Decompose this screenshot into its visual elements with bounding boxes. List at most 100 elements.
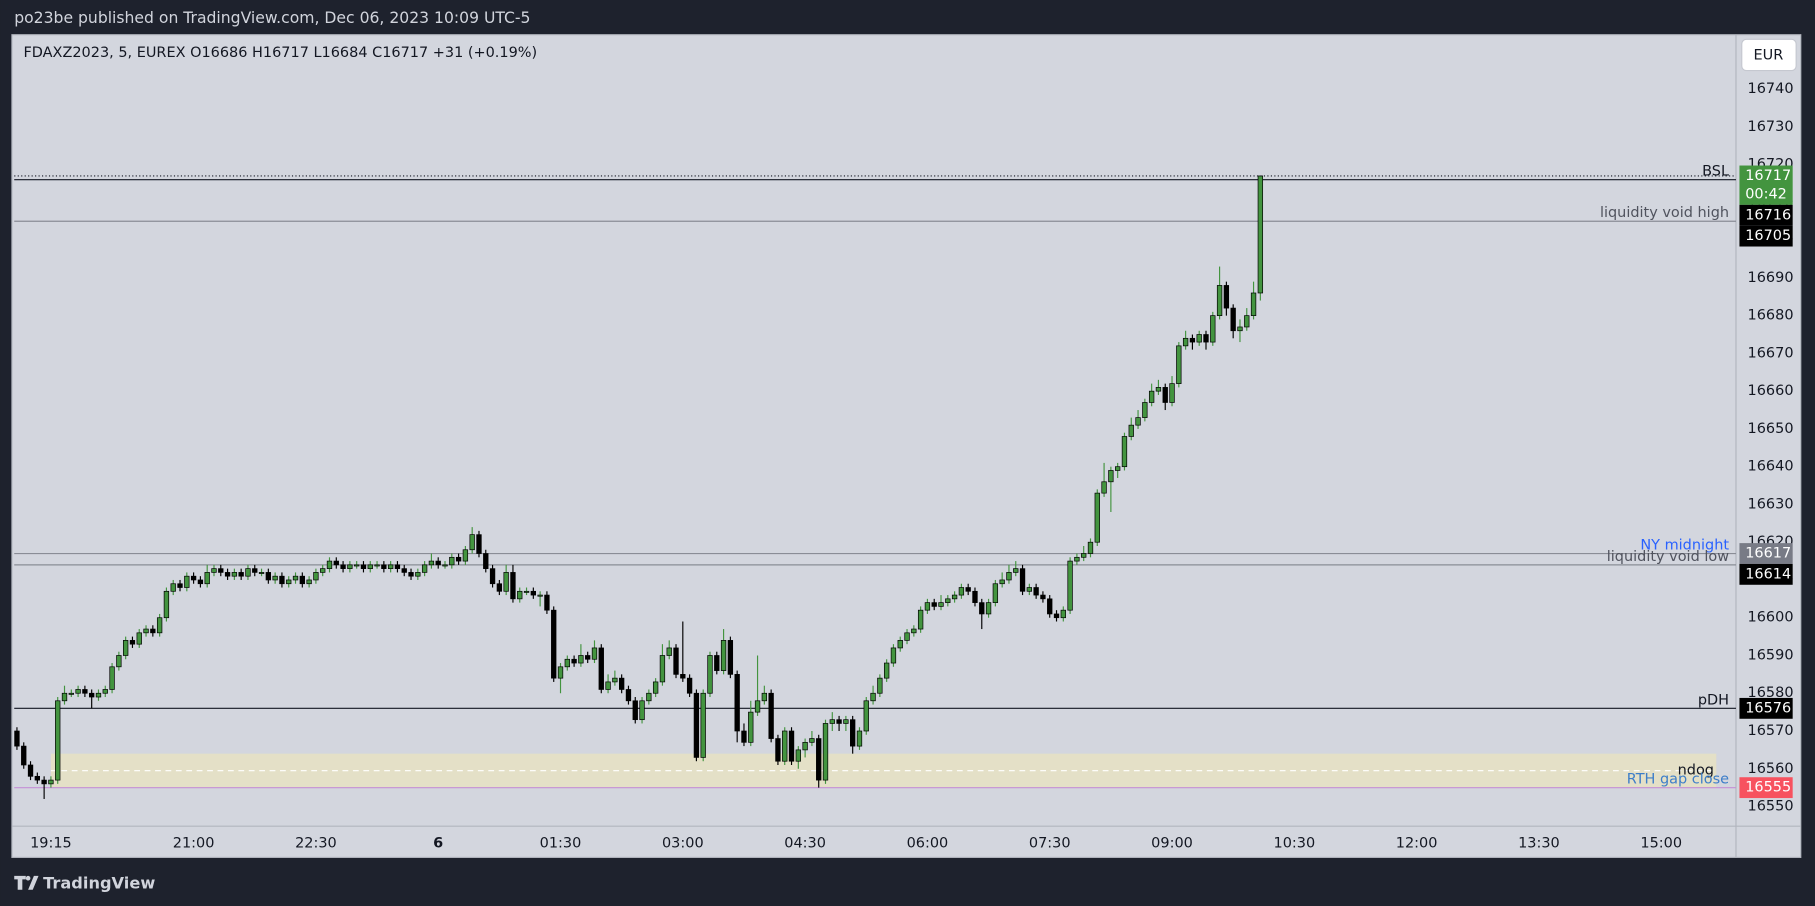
candle-body bbox=[1087, 541, 1094, 554]
y-tick-label: 16550 bbox=[1748, 799, 1794, 815]
candle-body bbox=[1216, 285, 1223, 316]
candle-body bbox=[1162, 387, 1168, 403]
candle-body bbox=[639, 700, 645, 721]
candle-body bbox=[1013, 568, 1019, 573]
candle-body bbox=[530, 590, 536, 596]
candle-body bbox=[177, 583, 183, 588]
candle-body bbox=[1101, 481, 1107, 494]
candle-body bbox=[415, 572, 421, 577]
candle-body bbox=[673, 647, 679, 675]
level-label: BSL bbox=[1702, 164, 1729, 180]
candle-body bbox=[680, 674, 686, 679]
candle-body bbox=[1135, 417, 1141, 426]
candle-body bbox=[306, 579, 312, 585]
candle-body bbox=[591, 647, 598, 660]
y-tick-label: 16680 bbox=[1748, 308, 1794, 324]
candle-body bbox=[122, 640, 129, 656]
candle-body bbox=[483, 553, 489, 569]
plot bbox=[14, 175, 1736, 799]
level-label: RTH gap close bbox=[1627, 772, 1729, 788]
currency[interactable]: EUR bbox=[1753, 48, 1783, 64]
candle-body bbox=[489, 568, 496, 585]
candle-body bbox=[1223, 285, 1230, 309]
candle-body bbox=[951, 594, 958, 600]
x-tick-label: 12:00 bbox=[1396, 836, 1438, 852]
candle-body bbox=[693, 692, 700, 758]
price-label-box bbox=[1739, 697, 1793, 719]
y-tick-label: 16630 bbox=[1748, 496, 1794, 512]
candle-body bbox=[48, 779, 54, 785]
candle-body bbox=[829, 719, 835, 724]
price-label-box bbox=[1739, 204, 1793, 226]
candle-body bbox=[1006, 572, 1012, 581]
candle-body bbox=[822, 723, 829, 781]
level-label: liquidity void high bbox=[1600, 205, 1729, 221]
candle-body bbox=[605, 681, 611, 690]
candle-body bbox=[877, 677, 883, 694]
logo bbox=[14, 875, 39, 890]
price-label-box bbox=[1739, 777, 1793, 799]
candle-body bbox=[449, 556, 455, 566]
candle-body bbox=[41, 779, 47, 785]
price-label: 16576 bbox=[1745, 700, 1791, 716]
candle-body bbox=[945, 598, 951, 603]
candle-body bbox=[455, 556, 462, 562]
candle-body bbox=[286, 579, 292, 585]
candle-body bbox=[883, 662, 890, 679]
y-tick-label: 16580 bbox=[1748, 685, 1794, 701]
candle-body bbox=[340, 564, 346, 569]
candle-body bbox=[979, 602, 985, 615]
candle-body bbox=[421, 564, 428, 573]
x-tick-label: 04:30 bbox=[784, 836, 826, 852]
y-tick-label: 16570 bbox=[1748, 723, 1794, 739]
candle-body bbox=[496, 583, 503, 592]
candle-body bbox=[1257, 175, 1264, 294]
candle-body bbox=[578, 655, 584, 664]
candle-body bbox=[632, 700, 638, 721]
candle-body bbox=[619, 677, 625, 690]
candle-body bbox=[938, 602, 944, 607]
candle-body bbox=[95, 692, 102, 698]
price-label-box bbox=[1739, 225, 1793, 247]
candle-body bbox=[1094, 492, 1100, 543]
candle-body bbox=[510, 572, 516, 600]
candle-body bbox=[1237, 326, 1243, 332]
candle-body bbox=[686, 677, 693, 694]
candle-body bbox=[1067, 560, 1073, 611]
legend: FDAXZ2023, 5, EUREX O16686 H16717 L16684… bbox=[23, 45, 537, 61]
candle-body bbox=[14, 730, 20, 747]
candle-body bbox=[347, 564, 353, 569]
x-tick-label: 07:30 bbox=[1029, 836, 1071, 852]
candle-body bbox=[190, 575, 197, 581]
candle-body bbox=[544, 594, 550, 611]
brand: TradingView bbox=[43, 874, 155, 893]
price-label: 00:42 bbox=[1745, 186, 1787, 202]
candle-body bbox=[1121, 436, 1128, 468]
candle-body bbox=[564, 658, 570, 668]
candle-body bbox=[1019, 568, 1026, 592]
candle-body bbox=[911, 628, 917, 634]
candle-body bbox=[917, 609, 924, 630]
candle-body bbox=[109, 666, 115, 690]
candle-body bbox=[802, 741, 808, 751]
candle-body bbox=[999, 579, 1005, 585]
candle-body bbox=[890, 647, 897, 664]
candle-body bbox=[965, 587, 971, 592]
candle-body bbox=[761, 692, 768, 702]
price-label: 16617 bbox=[1745, 546, 1791, 562]
candle-body bbox=[75, 689, 81, 694]
candle-body bbox=[320, 568, 326, 573]
price-label: 16705 bbox=[1745, 228, 1791, 244]
candle-body bbox=[1074, 556, 1080, 562]
candle-body bbox=[129, 640, 136, 645]
candle-body bbox=[1169, 383, 1175, 403]
candle-body bbox=[34, 775, 40, 781]
candle-body bbox=[462, 549, 469, 562]
candle-body bbox=[21, 745, 27, 766]
y-tick-label: 16670 bbox=[1748, 345, 1794, 361]
candle-body bbox=[734, 674, 740, 732]
currency-button[interactable] bbox=[1741, 38, 1797, 72]
candle-body bbox=[469, 534, 475, 551]
candle-body bbox=[292, 575, 299, 581]
